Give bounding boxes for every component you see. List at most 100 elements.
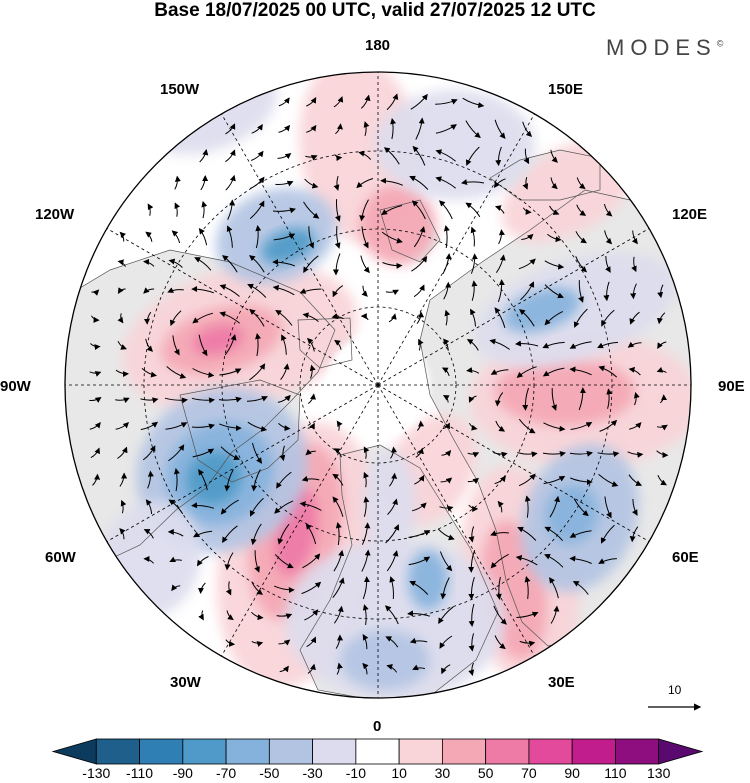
wind-vector — [119, 528, 126, 540]
colorbar-tick-label: 130 — [647, 765, 671, 781]
wind-vector — [441, 367, 450, 377]
wind-vector — [490, 369, 509, 375]
colorbar-tick-label: 70 — [521, 765, 537, 781]
meridian-line — [221, 384, 379, 657]
wind-vector — [601, 309, 615, 327]
colorbar — [51, 738, 704, 765]
anomaly-contour — [192, 324, 244, 356]
wind-vector — [629, 526, 639, 543]
wind-vector — [603, 281, 610, 302]
wind-vector — [465, 120, 481, 139]
wind-vector — [468, 422, 478, 431]
wind-vector — [656, 312, 666, 325]
wind-vector — [198, 228, 208, 246]
wind-vector — [307, 422, 315, 430]
anomaly-contour — [408, 550, 448, 610]
colorbar-tick-label: -10 — [345, 765, 366, 781]
wind-vector — [627, 341, 642, 348]
wind-vector — [143, 258, 155, 267]
wind-vector — [468, 576, 475, 600]
wind-vector — [115, 421, 130, 430]
wind-vector — [489, 338, 510, 350]
wind-vector — [361, 226, 369, 249]
wind-vector — [515, 340, 539, 347]
wind-vector — [143, 529, 154, 539]
wind-vector — [518, 418, 536, 434]
wind-vector — [544, 310, 564, 326]
wind-vector — [225, 123, 236, 135]
colorbar-swatch — [139, 738, 184, 765]
colorbar-tick-label: -50 — [259, 765, 280, 781]
wind-vector — [468, 549, 476, 573]
wind-vector — [277, 523, 290, 545]
wind-vector — [659, 394, 668, 404]
wind-vector — [466, 367, 480, 374]
wind-vector — [408, 530, 431, 538]
wind-vector — [470, 226, 477, 247]
wind-vector — [416, 420, 425, 431]
wind-vector — [657, 475, 667, 486]
wind-vector — [191, 285, 214, 294]
wind-vector — [381, 231, 403, 244]
wind-vector — [361, 522, 371, 545]
wind-vector — [174, 202, 181, 217]
reference-vector-label: 10 — [668, 683, 682, 697]
wind-vector — [219, 284, 240, 297]
wind-vector — [385, 289, 399, 296]
wind-vector — [656, 450, 669, 459]
wind-vector — [380, 177, 404, 186]
wind-vector — [494, 307, 506, 329]
wind-vector — [461, 179, 485, 185]
wind-vector — [363, 471, 369, 488]
wind-vector — [362, 604, 369, 625]
wind-vector — [306, 337, 315, 352]
wind-vector — [193, 530, 213, 538]
wind-vector — [606, 388, 613, 409]
wind-vector — [332, 473, 344, 486]
map-border — [64, 71, 692, 699]
wind-vector — [408, 556, 431, 566]
wind-vector — [628, 366, 641, 376]
colorbar-swatch — [485, 738, 530, 765]
wind-vector — [356, 178, 374, 189]
colorbar-swatch — [182, 738, 227, 765]
wind-vector — [578, 280, 584, 303]
colorbar-tick-label: -30 — [302, 765, 323, 781]
wind-vector — [387, 498, 398, 515]
wind-vector — [199, 149, 209, 163]
wind-vector — [117, 259, 126, 267]
wind-vector — [413, 284, 425, 298]
wind-vector — [278, 423, 291, 432]
wind-vector — [597, 451, 620, 458]
meridian-line — [377, 384, 535, 657]
wind-vector — [332, 496, 344, 517]
wind-vector — [117, 446, 128, 459]
wind-vector — [495, 420, 506, 432]
wind-vector — [518, 258, 536, 270]
colorbar-tick-label: -70 — [215, 765, 237, 781]
wind-vector — [168, 258, 183, 268]
wind-vector — [603, 203, 613, 217]
colorbar-swatch — [225, 738, 270, 765]
wind-vector — [435, 149, 456, 162]
wind-vector — [517, 451, 538, 458]
modes-logo: MODES© — [606, 35, 723, 61]
wind-vector — [385, 636, 399, 648]
wind-vector — [198, 334, 208, 357]
wind-vector — [252, 442, 263, 464]
wind-vector — [410, 93, 428, 110]
wind-vector — [251, 640, 264, 647]
lon-label-90w: 90W — [0, 378, 31, 395]
lon-label-120e: 120E — [672, 206, 708, 223]
wind-vector — [219, 423, 242, 432]
wind-vector — [251, 611, 264, 621]
wind-vector — [442, 253, 452, 275]
wind-vector — [543, 422, 566, 432]
wind-vector — [600, 524, 615, 544]
wind-vector — [169, 310, 182, 327]
wind-vector — [277, 152, 292, 160]
wind-vector — [524, 495, 531, 518]
wind-vector — [251, 469, 261, 492]
wind-vector — [89, 371, 102, 377]
wind-vector — [524, 576, 531, 600]
